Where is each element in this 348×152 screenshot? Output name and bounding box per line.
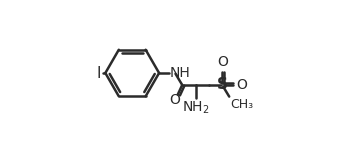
Text: O: O bbox=[236, 78, 247, 92]
Text: S: S bbox=[217, 78, 228, 92]
Text: NH: NH bbox=[169, 66, 190, 80]
Text: O: O bbox=[169, 93, 180, 107]
Text: I: I bbox=[96, 66, 101, 81]
Text: CH₃: CH₃ bbox=[230, 98, 253, 111]
Text: O: O bbox=[217, 55, 228, 69]
Text: NH$_2$: NH$_2$ bbox=[182, 100, 209, 116]
